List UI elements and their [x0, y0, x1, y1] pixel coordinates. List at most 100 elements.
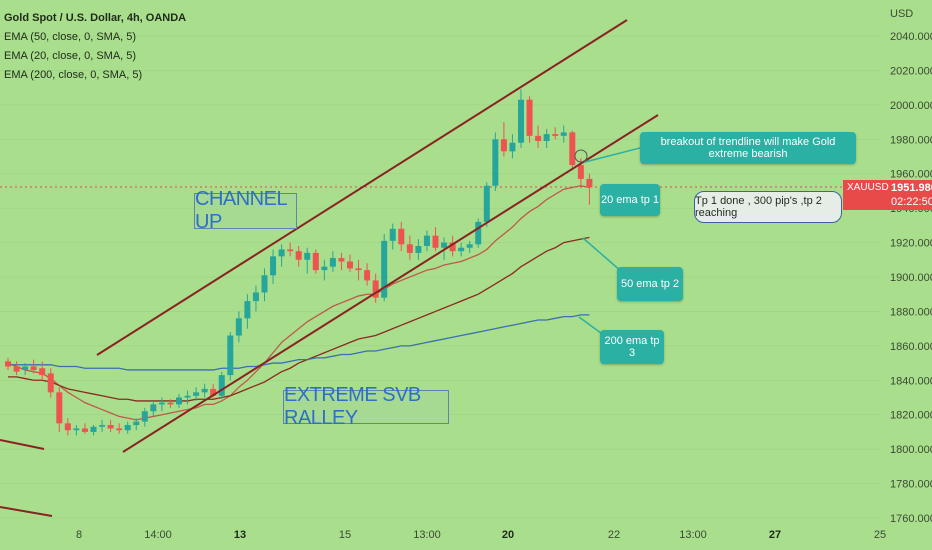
- bear-candle: [406, 235, 413, 260]
- bull-candle: [381, 233, 388, 302]
- candle-body: [586, 178, 593, 188]
- tp2-pointer: [582, 237, 623, 273]
- candle-body: [252, 292, 259, 302]
- bull-candle: [389, 223, 396, 250]
- price-tick-label: 2020.000: [890, 65, 932, 77]
- ema50-tp2-callout[interactable]: 50 ema tp 2: [617, 267, 683, 301]
- candle-body: [244, 301, 251, 319]
- time-tick-label: 14:00: [144, 529, 172, 541]
- legend-ema200[interactable]: EMA (200, close, 0, SMA, 5): [4, 69, 143, 81]
- candle-body: [312, 252, 319, 271]
- svb-rally-label[interactable]: EXTREME SVB RALLEY: [283, 384, 449, 429]
- candle-body: [483, 185, 490, 222]
- candle-body: [398, 228, 405, 245]
- bear-candle: [552, 127, 559, 140]
- bull-candle: [99, 419, 106, 432]
- price-tag-symbol: XAUUSD: [847, 182, 889, 193]
- candle-body: [133, 421, 140, 426]
- candle-body: [99, 425, 106, 427]
- price-axis: 2040.000 2020.000 2000.000 1980.000 1960.000…: [890, 31, 932, 525]
- bear-candle: [355, 259, 362, 281]
- candle-body: [5, 361, 11, 367]
- ema200-line: [8, 314, 590, 371]
- candle-body: [201, 388, 208, 393]
- candle-body: [116, 428, 123, 431]
- bull-candle: [150, 400, 157, 417]
- legend-ema20[interactable]: EMA (20, close, 0, SMA, 5): [4, 50, 137, 62]
- candle-body: [458, 247, 465, 252]
- bear-candle: [13, 361, 20, 376]
- bull-candle: [304, 247, 311, 274]
- candle-body: [466, 244, 473, 248]
- bear-candle: [526, 96, 533, 143]
- candle-body: [150, 404, 157, 412]
- bear-candle: [449, 235, 456, 257]
- candle-body: [560, 132, 567, 136]
- candle-body: [500, 139, 507, 152]
- bear-candle: [500, 122, 507, 157]
- candle-body: [432, 235, 439, 248]
- time-tick-label: 20: [502, 529, 514, 541]
- candle-body: [235, 318, 242, 336]
- ema20-tp1-callout[interactable]: 20 ema tp 1: [600, 184, 660, 216]
- price-axis-unit: USD: [890, 8, 913, 20]
- bear-candle: [39, 361, 46, 381]
- bull-candle: [543, 128, 550, 148]
- support-line-bottom: [0, 506, 53, 517]
- candle-body: [270, 256, 277, 276]
- candle-body: [338, 258, 345, 262]
- bull-candle: [518, 89, 524, 148]
- candle-body: [372, 280, 379, 298]
- legend-ema50[interactable]: EMA (50, close, 0, SMA, 5): [4, 31, 137, 43]
- candle-body: [526, 99, 533, 136]
- candle-body: [278, 249, 285, 257]
- candle-body: [210, 388, 217, 396]
- ema50-line: [8, 236, 590, 402]
- candle-body: [184, 395, 191, 398]
- candle-body: [389, 228, 396, 241]
- ema-lines: [7, 185, 590, 421]
- candle-body: [218, 375, 225, 396]
- price-tick-label: 1860.000: [890, 341, 932, 353]
- bear-candle: [56, 387, 63, 432]
- price-tick-label: 1840.000: [890, 375, 932, 387]
- breakout-callout[interactable]: breakout of trendline will make Gold ext…: [640, 132, 856, 164]
- bull-candle: [483, 182, 490, 228]
- ema200-tp3-callout[interactable]: 200 ema tp 3: [600, 330, 664, 364]
- bull-candle: [458, 242, 465, 257]
- candle-body: [227, 335, 234, 376]
- legend-title[interactable]: Gold Spot / U.S. Dollar, 4h, OANDA: [4, 12, 187, 24]
- price-tick-label: 1980.000: [890, 134, 932, 146]
- bear-candle: [364, 263, 371, 286]
- bull-candle: [184, 390, 191, 405]
- candle-body: [509, 142, 516, 152]
- candle-body: [475, 221, 482, 245]
- price-tick-label: 1920.000: [890, 238, 932, 250]
- price-tick-label: 1780.000: [890, 479, 932, 491]
- candle-body: [518, 99, 524, 143]
- candle-body: [39, 368, 46, 376]
- candle-body: [577, 165, 584, 179]
- time-tick-label: 15: [339, 529, 351, 541]
- channel-up-label[interactable]: CHANNEL UP: [194, 188, 297, 233]
- bear-candle: [586, 173, 593, 205]
- ema20-line: [7, 185, 590, 421]
- price-tag-price: 1951.980: [891, 182, 932, 194]
- bear-candle: [535, 125, 542, 148]
- candle-body: [56, 392, 63, 424]
- bull-candle: [466, 240, 473, 253]
- candle-body: [30, 366, 37, 370]
- time-tick-label: 25: [874, 529, 886, 541]
- bull-candle: [492, 132, 499, 191]
- bull-candle: [415, 239, 422, 260]
- current-price-tag: XAUUSD 1951.980 02:22:50: [843, 180, 932, 210]
- tp-note[interactable]: Tp 1 done , 300 pip's ,tp 2 reaching: [694, 191, 842, 223]
- bear-candle: [81, 423, 88, 434]
- candle-body: [406, 244, 413, 253]
- price-tick-label: 1820.000: [890, 410, 932, 422]
- price-tick-label: 1900.000: [890, 272, 932, 284]
- candle-body: [535, 135, 542, 142]
- price-tag-countdown: 02:22:50: [891, 196, 932, 208]
- bull-candle: [124, 421, 131, 434]
